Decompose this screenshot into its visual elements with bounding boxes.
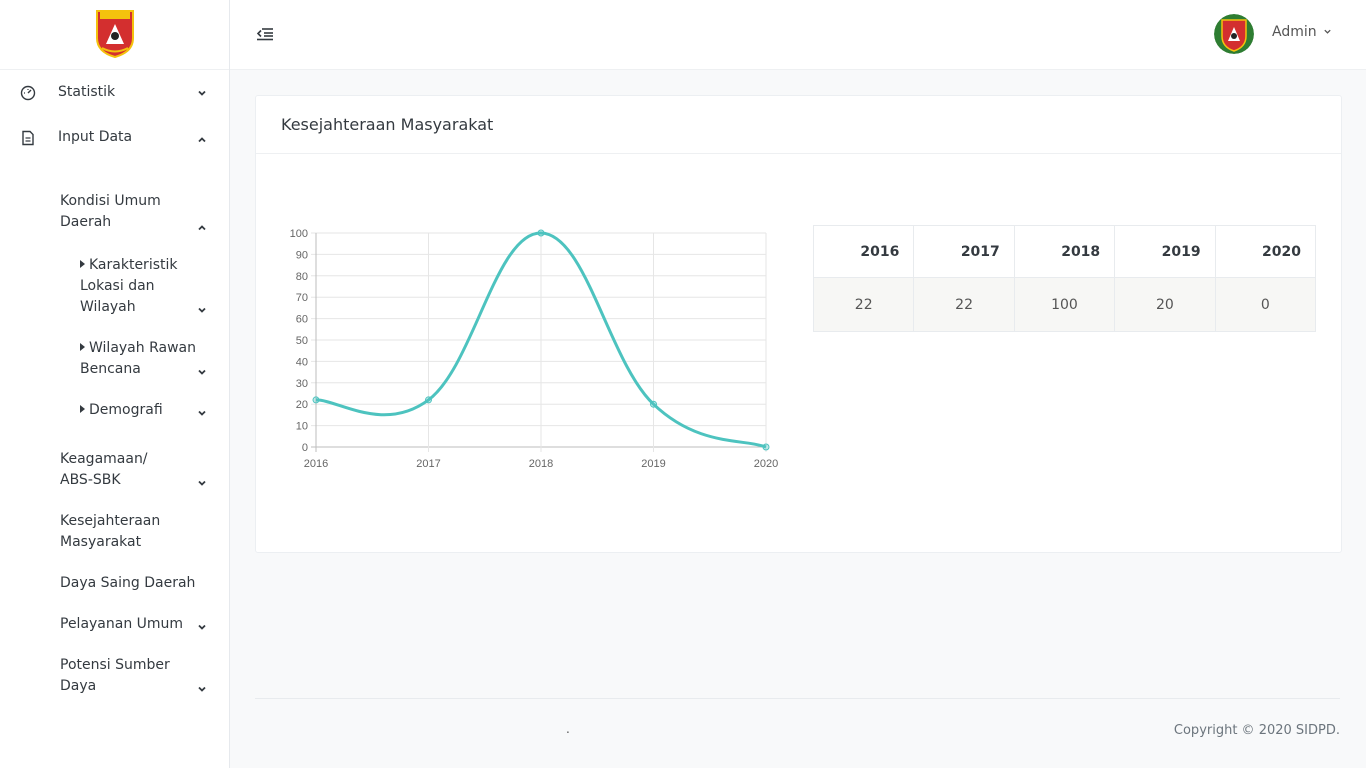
sidebar: Statistik Input Data Kondisi Umum Daerah… [0,0,230,768]
table-cell: 0 [1214,277,1317,332]
card-title: Kesejahteraan Masyarakat [281,115,494,134]
table-header-cell: 2020 [1214,225,1317,278]
y-tick-label: 100 [290,228,308,240]
chevron-down-icon [198,369,206,375]
y-tick-label: 30 [296,378,308,390]
line-chart: 0 10 20 30 40 50 60 70 80 90 100 2016 2017 2018 2019 20… [290,228,779,470]
chevron-down-icon [198,624,206,630]
x-tick-label: 2017 [416,458,440,470]
y-tick-label: 70 [296,292,308,304]
table-cell: 100 [1013,277,1116,332]
sidebar-subitem-demografi[interactable]: Demografi [80,400,190,421]
y-tick-label: 50 [296,335,308,347]
sidebar-subitem-keagamaan[interactable]: Keagamaan/ ABS-SBK [60,451,148,488]
footer-divider [255,698,1340,699]
sidebar-subitem-kesejahteraan-masyarakat[interactable]: Kesejahteraan Masyarakat [60,513,161,550]
copyright-text: Copyright © 2020 SIDPD. [1173,723,1340,738]
table-cell: 22 [913,277,1015,332]
table-header-row: 2016 2017 2018 2019 2020 [812,225,1317,278]
chevron-up-icon [198,137,206,143]
data-point [537,229,545,237]
agam-logo[interactable] [94,8,136,58]
sidebar-subitem-kondisi-umum-daerah[interactable]: Kondisi Umum Daerah [60,193,161,230]
user-name: Admin [1272,24,1317,40]
caret-right-icon [80,260,85,268]
y-tick-label: 10 [296,421,308,433]
y-tick-label: 40 [296,356,308,368]
caret-right-icon [80,405,85,413]
chevron-down-icon [198,90,206,96]
chevron-down-icon [198,307,206,313]
chevron-down-icon [198,480,206,486]
y-tick-label: 90 [296,249,308,261]
chevron-down-icon [198,686,206,692]
sidebar-item-input-data[interactable]: Input Data [0,122,229,154]
sidebar-subitem-daya-saing-daerah[interactable]: Daya Saing Daerah [60,575,196,591]
logo-area [0,0,229,70]
data-point [650,400,657,408]
dashboard-gauge-icon [20,85,36,101]
data-table: 2016 2017 2018 2019 2020 22 22 100 20 0 [812,225,1317,332]
series-line [315,231,767,449]
sidebar-subitem-label: Karakteristik Lokasi dan Wilayah [80,257,178,315]
chevron-up-icon [198,225,206,231]
y-tick-label: 20 [296,399,308,411]
data-point [425,396,432,404]
x-tick-label: 2020 [754,458,778,470]
sidebar-subitem-karakteristik[interactable]: Karakteristik Lokasi dan Wilayah [80,255,190,318]
x-tick-label: 2018 [529,458,553,470]
chevron-down-icon [1324,29,1331,34]
data-point [312,396,320,404]
y-tick-label: 80 [296,271,308,283]
sidebar-subitem-label: Demografi [89,402,163,418]
table-header-cell: 2016 [812,225,915,278]
data-point [762,443,770,451]
sidebar-subitem-label: Wilayah Rawan Bencana [80,340,196,377]
y-tick-label: 60 [296,314,308,326]
sidebar-subitem-wilayah-rawan-bencana[interactable]: Wilayah Rawan Bencana [80,338,205,380]
sidebar-item-label: Statistik [58,84,116,100]
menu-collapse-icon[interactable] [256,26,274,42]
table-cell: 20 [1114,277,1216,332]
sidebar-item-label: Input Data [58,129,133,145]
table-header-cell: 2018 [1013,225,1116,278]
x-tick-label: 2016 [304,458,328,470]
caret-right-icon [80,343,85,351]
table-header-cell: 2017 [913,225,1015,278]
table-header-cell: 2019 [1114,225,1216,278]
table-cell: 22 [812,277,915,332]
footer-text: . [566,722,570,736]
avatar[interactable] [1214,14,1254,54]
sidebar-subitem-potensi-sumber-daya[interactable]: Potensi Sumber Daya [60,657,170,694]
chevron-down-icon [198,410,206,416]
top-navbar: Admin [230,0,1366,70]
user-menu[interactable]: Admin [1272,24,1332,40]
sidebar-item-statistik[interactable]: Statistik [0,77,229,109]
document-icon [22,130,34,146]
table-row: 22 22 100 20 0 [812,277,1317,332]
y-tick-label: 0 [302,442,308,454]
card-divider [256,153,1341,154]
x-tick-label: 2019 [641,458,665,470]
sidebar-subitem-pelayanan-umum[interactable]: Pelayanan Umum [60,616,184,632]
